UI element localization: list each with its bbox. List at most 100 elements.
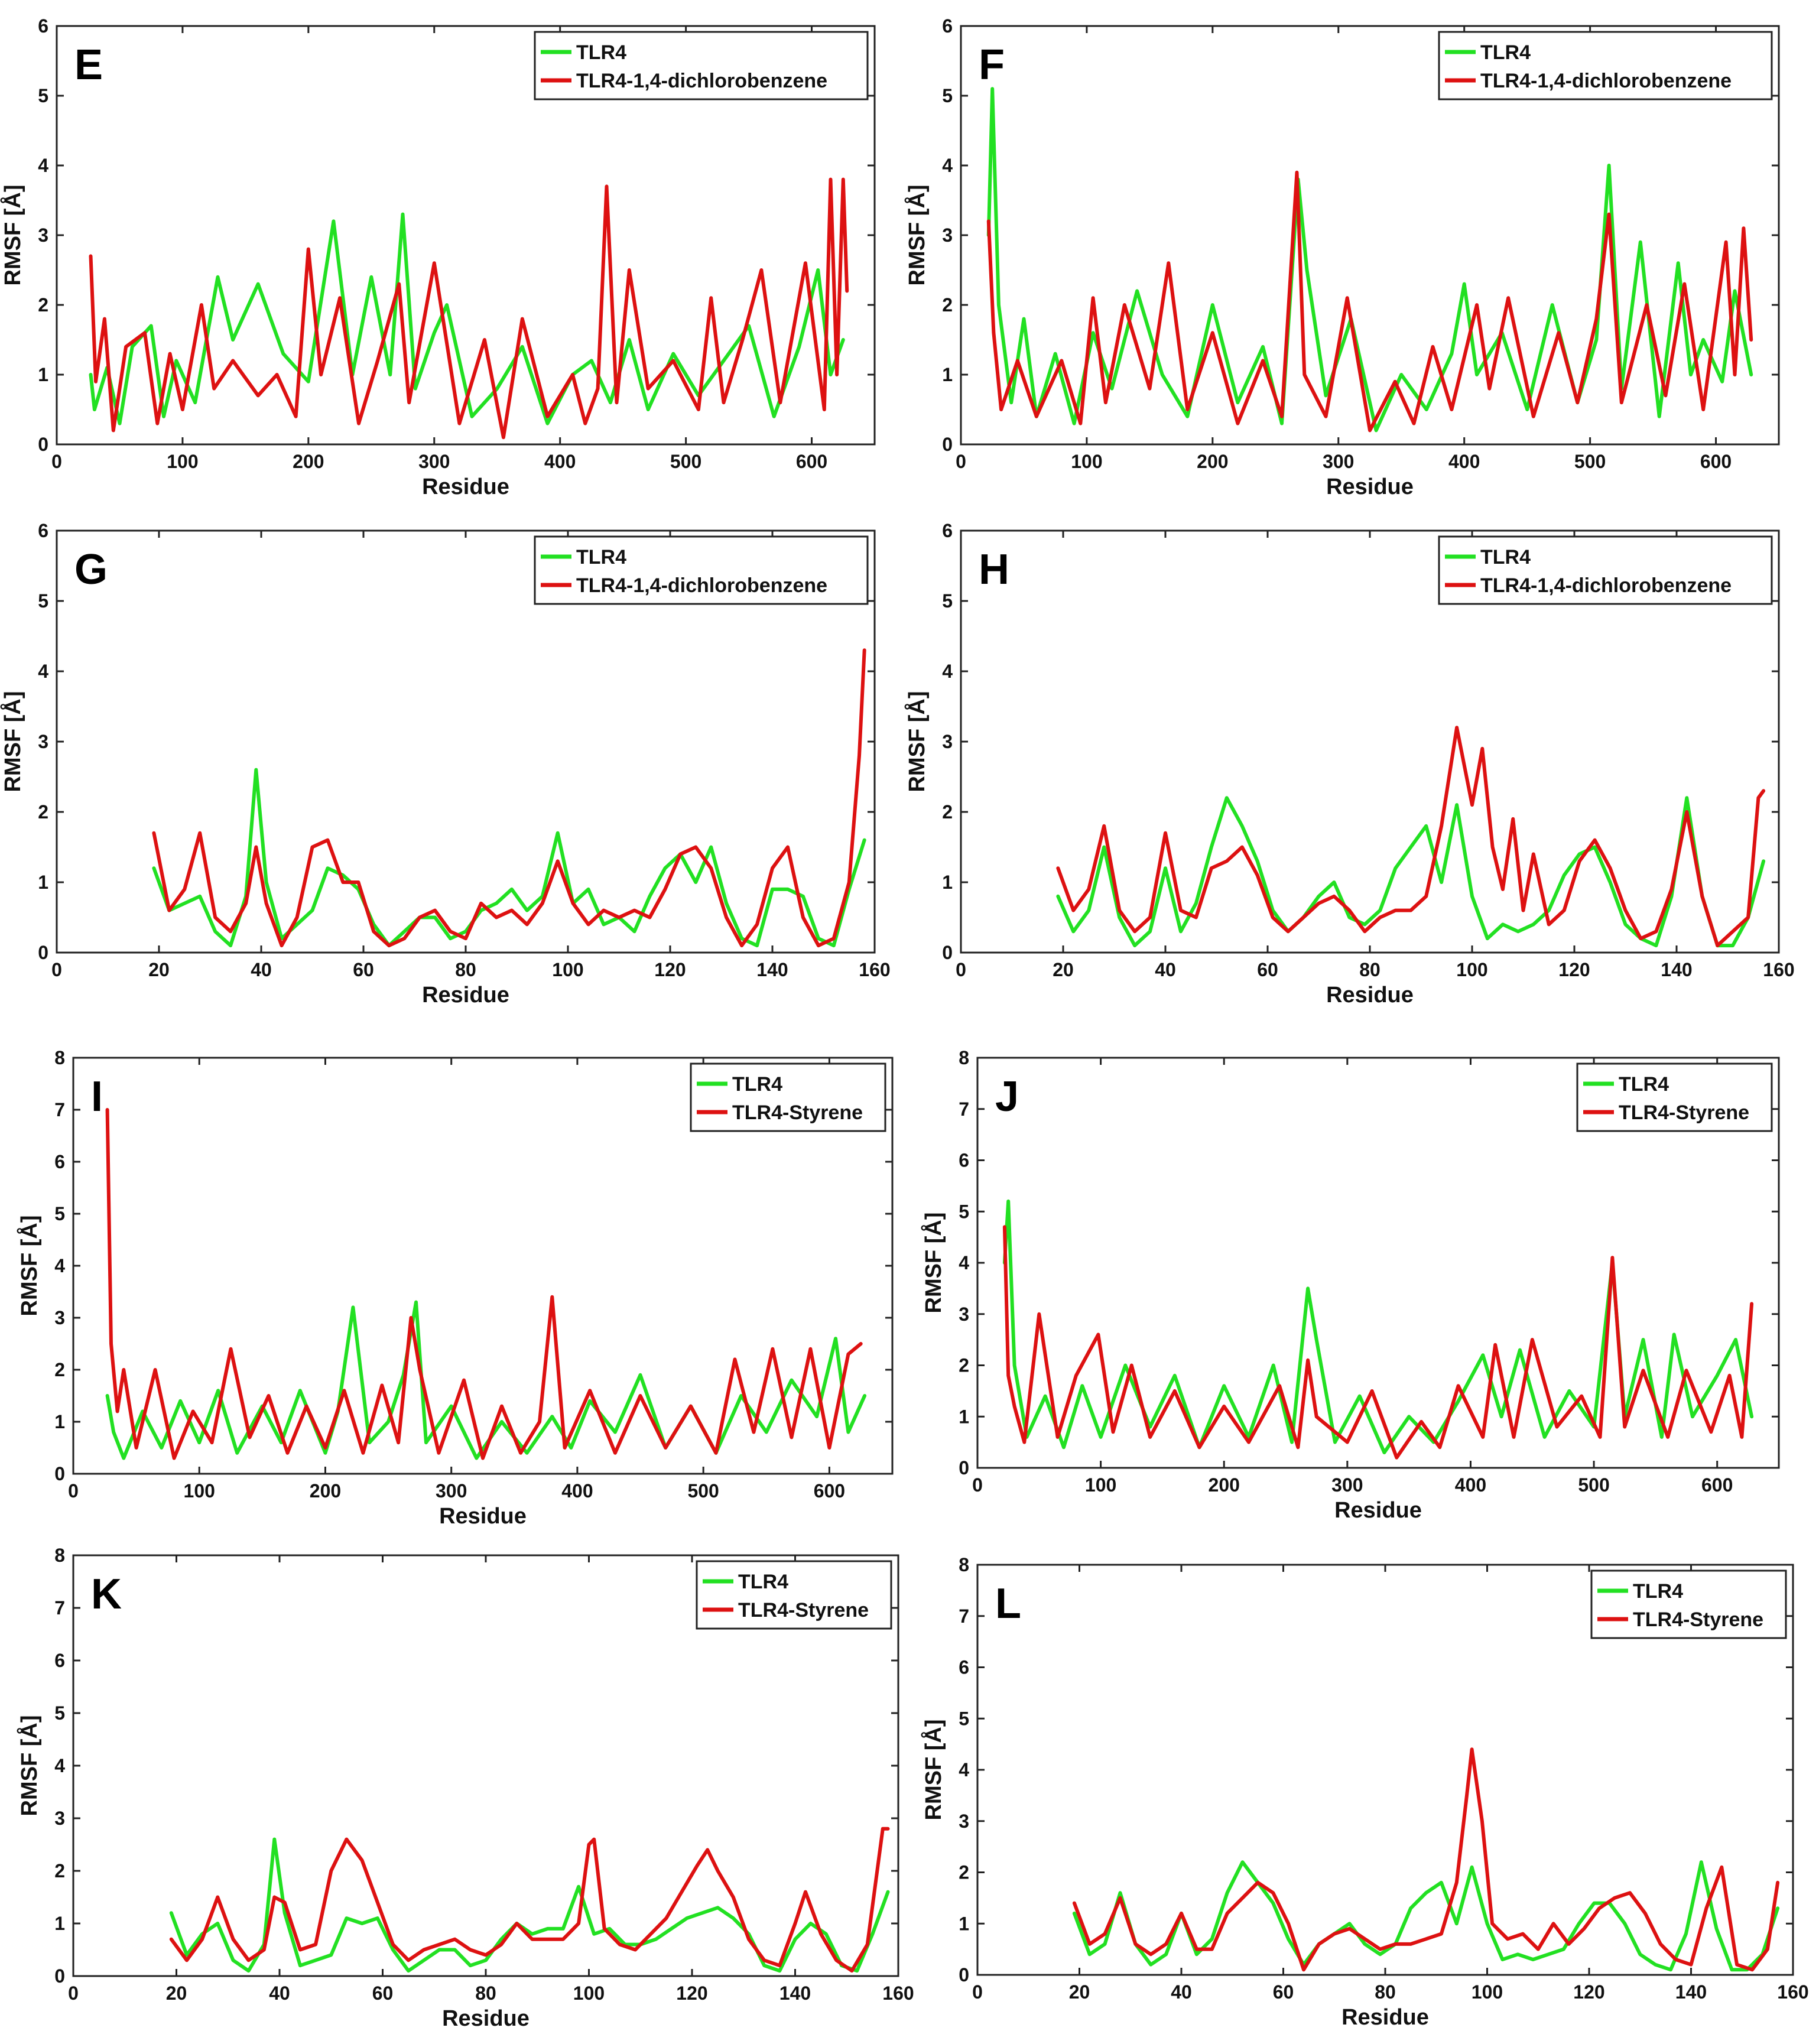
panel-j: 0 100 200 300 400 500 600 0 1 2 3 4 5 6 7 8 Residue RMSF … xyxy=(920,1047,1780,1523)
y-tick-label: 8 xyxy=(959,1047,969,1068)
y-tick-label: 5 xyxy=(942,590,953,612)
legend: TLR4 TLR4-Styrene xyxy=(696,1560,892,1630)
y-tick-label: 5 xyxy=(959,1708,969,1729)
legend-box xyxy=(534,535,869,605)
x-tick-label: 140 xyxy=(1675,1981,1707,2003)
x-tick-label: 100 xyxy=(167,451,198,472)
x-tick-label: 60 xyxy=(353,959,374,980)
x-tick-label: 0 xyxy=(68,1983,79,2004)
y-axis-label: RMSF [Å] xyxy=(920,1720,946,1821)
y-tick-label: 0 xyxy=(959,1964,969,1985)
y-tick-label: 5 xyxy=(38,85,48,106)
y-tick-label: 1 xyxy=(959,1406,969,1427)
x-tick-label: 500 xyxy=(1578,1474,1609,1496)
x-tick-label: 160 xyxy=(859,959,890,980)
x-tick-label: 400 xyxy=(1455,1474,1486,1496)
panel-letter: G xyxy=(74,546,108,593)
x-axis-label: Residue xyxy=(1334,1498,1422,1523)
x-tick-label: 500 xyxy=(1574,451,1606,472)
x-axis-label: Residue xyxy=(1326,983,1414,1008)
panel-letter: I xyxy=(91,1073,103,1120)
y-tick-label: 5 xyxy=(54,1203,65,1224)
x-tick-label: 0 xyxy=(51,451,62,472)
y-tick-label: 6 xyxy=(54,1151,65,1172)
series-line-complex xyxy=(89,177,849,440)
x-tick-label: 120 xyxy=(676,1983,707,2004)
x-tick-label: 500 xyxy=(670,451,701,472)
legend-box xyxy=(690,1062,886,1132)
y-tick-label: 4 xyxy=(38,661,48,682)
x-tick-label: 100 xyxy=(184,1480,215,1502)
legend-box xyxy=(1576,1062,1773,1132)
x-tick-label: 40 xyxy=(1155,959,1176,980)
y-tick-label: 6 xyxy=(38,15,48,37)
series-line-complex xyxy=(169,1827,890,1973)
legend-label: TLR4 xyxy=(1633,1580,1683,1603)
y-tick-label: 2 xyxy=(54,1359,65,1380)
y-tick-label: 3 xyxy=(54,1307,65,1328)
y-tick-label: 2 xyxy=(54,1860,65,1881)
y-tick-label: 7 xyxy=(959,1099,969,1120)
y-tick-label: 8 xyxy=(54,1545,65,1566)
y-tick-label: 2 xyxy=(942,294,953,316)
y-tick-label: 5 xyxy=(942,85,953,106)
y-tick-label: 6 xyxy=(959,1150,969,1171)
y-tick-label: 3 xyxy=(942,731,953,752)
x-tick-label: 160 xyxy=(882,1983,914,2004)
x-tick-label: 600 xyxy=(1700,451,1732,472)
x-tick-label: 40 xyxy=(1171,1981,1192,2003)
y-tick-label: 7 xyxy=(959,1606,969,1627)
y-axis-label: RMSF [Å] xyxy=(904,691,930,792)
y-tick-label: 1 xyxy=(54,1913,65,1934)
x-tick-label: 0 xyxy=(972,1981,983,2003)
y-tick-label: 4 xyxy=(942,155,953,176)
y-tick-label: 6 xyxy=(38,520,48,541)
y-tick-label: 1 xyxy=(942,364,953,385)
legend-label: TLR4-Styrene xyxy=(1619,1101,1749,1124)
x-tick-label: 100 xyxy=(1472,1981,1503,2003)
y-tick-label: 1 xyxy=(38,364,48,385)
legend-label: TLR4 xyxy=(738,1571,788,1593)
series-line-complex xyxy=(105,1108,863,1460)
x-tick-label: 100 xyxy=(1071,451,1102,472)
x-tick-label: 100 xyxy=(573,1983,605,2004)
x-tick-label: 500 xyxy=(687,1480,719,1502)
series-line-complex xyxy=(1072,1747,1780,1972)
y-axis-label: RMSF [Å] xyxy=(16,1715,42,1816)
series-line-complex xyxy=(986,170,1753,433)
y-tick-label: 6 xyxy=(942,520,953,541)
x-tick-label: 80 xyxy=(455,959,476,980)
x-tick-label: 200 xyxy=(293,451,324,472)
x-tick-label: 600 xyxy=(814,1480,845,1502)
x-tick-label: 40 xyxy=(269,1983,290,2004)
y-tick-label: 2 xyxy=(959,1862,969,1883)
y-tick-label: 3 xyxy=(38,225,48,246)
legend-label: TLR4 xyxy=(732,1073,782,1096)
legend-label: TLR4-1,4-dichlorobenzene xyxy=(1480,70,1732,92)
legend: TLR4 TLR4-1,4-dichlorobenzene xyxy=(534,31,869,100)
y-tick-label: 0 xyxy=(38,942,48,963)
x-tick-label: 20 xyxy=(166,1983,187,2004)
legend-label: TLR4-Styrene xyxy=(738,1599,869,1621)
y-tick-label: 6 xyxy=(54,1650,65,1671)
y-tick-label: 4 xyxy=(959,1759,969,1780)
legend-box xyxy=(696,1560,892,1630)
y-tick-label: 3 xyxy=(942,225,953,246)
legend: TLR4 TLR4-1,4-dichlorobenzene xyxy=(534,535,869,605)
panel-l: 0 20 40 60 80 100 120 140 160 0 1 2 3 4 5 6 7 8 Residue RMS… xyxy=(920,1554,1809,2030)
panel-letter: F xyxy=(979,41,1005,89)
x-tick-label: 60 xyxy=(1257,959,1278,980)
panel-letter: H xyxy=(979,546,1009,593)
y-tick-label: 5 xyxy=(54,1702,65,1724)
x-tick-label: 600 xyxy=(1701,1474,1733,1496)
x-tick-label: 600 xyxy=(796,451,827,472)
x-axis-label: Residue xyxy=(422,983,509,1008)
x-tick-label: 120 xyxy=(1573,1981,1604,2003)
x-tick-label: 120 xyxy=(654,959,686,980)
series-line-tlr4 xyxy=(986,87,1753,433)
panel-letter: E xyxy=(74,41,103,89)
y-tick-label: 0 xyxy=(38,434,48,455)
x-axis-label: Residue xyxy=(439,1504,527,1529)
y-tick-label: 3 xyxy=(54,1808,65,1829)
x-tick-label: 0 xyxy=(956,959,966,980)
